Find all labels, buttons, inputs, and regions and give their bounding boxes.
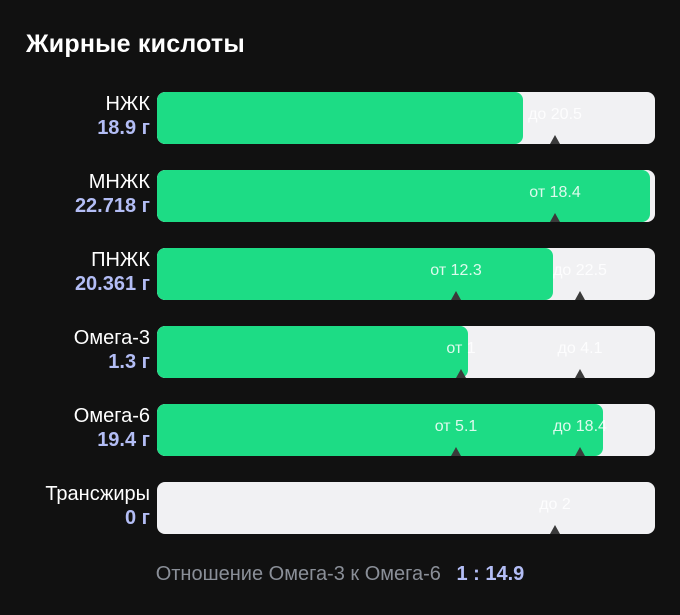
section-title: Жирные кислоты [26, 30, 245, 58]
range-marker-label: до 4.1 [557, 340, 603, 357]
omega-ratio-value: 1 : 14.9 [456, 563, 525, 585]
range-marker-label: от 18.4 [529, 184, 581, 201]
nutrient-name: МНЖК [88, 171, 150, 193]
nutrient-row: НЖК 18.9 г до 20.5 [0, 92, 680, 144]
nutrient-label-block: Омега-3 1.3 г [0, 326, 150, 374]
nutrient-amount: 20.361 г [74, 273, 150, 295]
marker-triangle-icon [451, 291, 461, 300]
nutrient-label-block: ПНЖК 20.361 г [0, 248, 150, 296]
nutrient-label-block: МНЖК 22.718 г [0, 170, 150, 218]
nutrient-label-block: Омега-6 19.4 г [0, 404, 150, 452]
range-marker-label: до 18.4 [553, 418, 607, 435]
nutrient-label-block: Трансжиры 0 г [0, 482, 150, 530]
nutrient-row: Омега-6 19.4 г от 5.1 до 18.4 [0, 404, 680, 456]
nutrient-name: Омега-6 [73, 405, 150, 427]
progress-track: до 2 [157, 482, 655, 534]
range-marker-label: от 5.1 [434, 418, 478, 435]
nutrient-row: Трансжиры 0 г до 2 [0, 482, 680, 534]
range-marker-label: от 12.3 [430, 262, 482, 279]
omega-ratio: Отношение Омега-3 к Омега-6 1 : 14.9 [0, 563, 680, 586]
marker-triangle-icon [550, 213, 560, 222]
marker-triangle-icon [550, 525, 560, 534]
progress-track: до 20.5 [157, 92, 655, 144]
progress-track: от 1 до 4.1 [157, 326, 655, 378]
marker-triangle-icon [575, 369, 585, 378]
nutrient-row: ПНЖК 20.361 г от 12.3 до 22.5 [0, 248, 680, 300]
progress-fill [157, 248, 553, 300]
progress-fill [157, 92, 523, 144]
marker-triangle-icon [456, 369, 466, 378]
progress-track: от 5.1 до 18.4 [157, 404, 655, 456]
nutrient-row: Омега-3 1.3 г от 1 до 4.1 [0, 326, 680, 378]
range-marker-label: до 22.5 [553, 262, 607, 279]
progress-fill [157, 170, 650, 222]
marker-triangle-icon [550, 135, 560, 144]
nutrient-name: ПНЖК [91, 249, 150, 271]
omega-ratio-label: Отношение Омега-3 к Омега-6 [155, 563, 441, 585]
range-marker-label: от 1 [446, 340, 476, 357]
nutrient-name: Трансжиры [45, 483, 150, 505]
progress-track: от 18.4 [157, 170, 655, 222]
nutrient-amount: 0 г [124, 507, 150, 529]
nutrient-name: НЖК [105, 93, 150, 115]
nutrient-row: МНЖК 22.718 г от 18.4 [0, 170, 680, 222]
marker-triangle-icon [451, 447, 461, 456]
nutrient-label-block: НЖК 18.9 г [0, 92, 150, 140]
nutrient-amount: 18.9 г [97, 117, 150, 139]
marker-triangle-icon [575, 447, 585, 456]
progress-track: от 12.3 до 22.5 [157, 248, 655, 300]
nutrient-amount: 19.4 г [97, 429, 150, 451]
nutrient-amount: 22.718 г [74, 195, 150, 217]
progress-fill [157, 404, 603, 456]
nutrient-name: Омега-3 [73, 327, 150, 349]
nutrient-amount: 1.3 г [108, 351, 150, 373]
range-marker-label: до 20.5 [528, 106, 582, 123]
range-marker-label: до 2 [539, 496, 571, 513]
marker-triangle-icon [575, 291, 585, 300]
progress-fill [157, 326, 468, 378]
